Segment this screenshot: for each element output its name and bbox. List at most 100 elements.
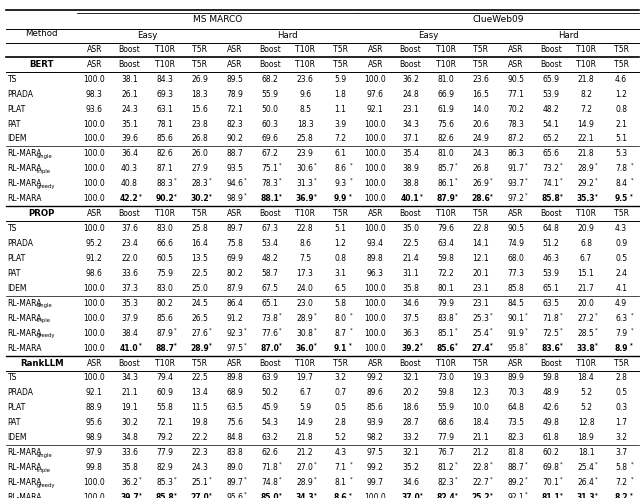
Text: 92.3: 92.3 xyxy=(227,329,243,338)
Text: 35.1: 35.1 xyxy=(121,120,138,128)
Text: 92.1: 92.1 xyxy=(508,493,524,498)
Text: 4.1: 4.1 xyxy=(615,284,627,293)
Text: *: * xyxy=(525,178,527,183)
Text: *: * xyxy=(630,312,633,317)
Text: 70.1: 70.1 xyxy=(543,478,559,487)
Text: 37.6: 37.6 xyxy=(121,224,138,233)
Text: 16.4: 16.4 xyxy=(191,239,208,248)
Text: 89.5: 89.5 xyxy=(227,75,243,84)
Text: Hard: Hard xyxy=(277,31,298,40)
Text: *: * xyxy=(244,178,246,183)
Text: T5R: T5R xyxy=(473,45,488,54)
Text: 90.5: 90.5 xyxy=(508,75,524,84)
Text: 67.5: 67.5 xyxy=(262,284,278,293)
Text: 100.0: 100.0 xyxy=(83,194,105,203)
Text: 98.9: 98.9 xyxy=(86,433,103,442)
Text: 31.3: 31.3 xyxy=(577,493,595,498)
Text: *: * xyxy=(174,193,177,198)
Text: 85.3: 85.3 xyxy=(156,478,173,487)
Text: 79.9: 79.9 xyxy=(437,299,454,308)
Text: T10R: T10R xyxy=(436,209,456,218)
Text: 9.3: 9.3 xyxy=(334,179,346,188)
Text: *: * xyxy=(420,342,422,347)
Text: 97.9: 97.9 xyxy=(86,448,103,457)
Text: T10R: T10R xyxy=(295,45,315,54)
Text: 25.0: 25.0 xyxy=(191,284,208,293)
Text: 0.7: 0.7 xyxy=(334,388,346,397)
Text: PAT: PAT xyxy=(8,418,21,427)
Text: 90.2: 90.2 xyxy=(227,134,243,143)
Text: 100.0: 100.0 xyxy=(364,284,386,293)
Text: 93.7: 93.7 xyxy=(508,179,524,188)
Text: Boost: Boost xyxy=(399,209,421,218)
Text: ASR: ASR xyxy=(227,60,243,69)
Text: 4.3: 4.3 xyxy=(334,448,346,457)
Text: 18.4: 18.4 xyxy=(578,374,595,382)
Text: 87.9: 87.9 xyxy=(436,194,455,203)
Text: *: * xyxy=(244,342,246,347)
Text: 8.6: 8.6 xyxy=(299,239,311,248)
Text: 85.1: 85.1 xyxy=(437,329,454,338)
Text: 9.9: 9.9 xyxy=(333,194,347,203)
Text: 6.3: 6.3 xyxy=(615,314,627,323)
Text: 23.6: 23.6 xyxy=(297,75,314,84)
Text: *: * xyxy=(560,193,563,198)
Text: TS: TS xyxy=(8,75,17,84)
Text: 5.3: 5.3 xyxy=(615,149,627,158)
Text: 24.9: 24.9 xyxy=(472,134,489,143)
Text: 82.4: 82.4 xyxy=(436,493,455,498)
Text: 100.0: 100.0 xyxy=(364,164,386,173)
Text: 40.1: 40.1 xyxy=(401,194,420,203)
Text: Boost: Boost xyxy=(540,209,562,218)
Text: 100.0: 100.0 xyxy=(83,374,105,382)
Text: 95.6: 95.6 xyxy=(227,493,243,498)
Text: 99.7: 99.7 xyxy=(367,478,384,487)
Text: *: * xyxy=(595,178,598,183)
Text: ASR: ASR xyxy=(86,60,102,69)
Text: *: * xyxy=(525,163,527,168)
Text: 0.8: 0.8 xyxy=(334,254,346,263)
Text: 77.1: 77.1 xyxy=(508,90,524,99)
Text: Boost: Boost xyxy=(259,45,281,54)
Text: 18.9: 18.9 xyxy=(578,433,595,442)
Text: *: * xyxy=(630,327,633,332)
Text: 82.3: 82.3 xyxy=(227,120,243,128)
Text: 99.8: 99.8 xyxy=(86,463,103,472)
Text: 78.3: 78.3 xyxy=(262,179,278,188)
Text: 36.2: 36.2 xyxy=(121,478,138,487)
Text: *: * xyxy=(314,193,317,198)
Text: 8.7: 8.7 xyxy=(334,329,346,338)
Text: 21.1: 21.1 xyxy=(472,433,489,442)
Text: PROP: PROP xyxy=(28,209,55,218)
Text: 5.2: 5.2 xyxy=(580,388,592,397)
Text: 6.1: 6.1 xyxy=(334,149,346,158)
Text: 76.7: 76.7 xyxy=(437,448,454,457)
Text: 34.6: 34.6 xyxy=(402,299,419,308)
Text: 89.7: 89.7 xyxy=(227,478,243,487)
Text: 33.6: 33.6 xyxy=(121,448,138,457)
Text: 55.8: 55.8 xyxy=(156,403,173,412)
Text: 70.2: 70.2 xyxy=(508,105,524,114)
Text: *: * xyxy=(455,327,458,332)
Text: 20.9: 20.9 xyxy=(578,224,595,233)
Text: *: * xyxy=(174,178,177,183)
Text: *: * xyxy=(314,477,317,482)
Text: 14.9: 14.9 xyxy=(297,418,314,427)
Text: 84.5: 84.5 xyxy=(508,299,524,308)
Text: 100.0: 100.0 xyxy=(83,493,105,498)
Text: 2.4: 2.4 xyxy=(615,269,627,278)
Text: *: * xyxy=(209,477,212,482)
Text: 100.0: 100.0 xyxy=(83,284,105,293)
Text: 9.6: 9.6 xyxy=(299,90,311,99)
Text: 18.3: 18.3 xyxy=(297,120,314,128)
Text: 100.0: 100.0 xyxy=(83,75,105,84)
Text: 63.9: 63.9 xyxy=(262,374,278,382)
Text: *: * xyxy=(455,462,458,467)
Text: 25.3: 25.3 xyxy=(472,314,489,323)
Text: *: * xyxy=(455,312,458,317)
Text: T5R: T5R xyxy=(614,359,628,368)
Text: 99.2: 99.2 xyxy=(367,463,384,472)
Text: 60.5: 60.5 xyxy=(156,254,173,263)
Text: 80.2: 80.2 xyxy=(227,269,243,278)
Text: 9.5: 9.5 xyxy=(614,194,628,203)
